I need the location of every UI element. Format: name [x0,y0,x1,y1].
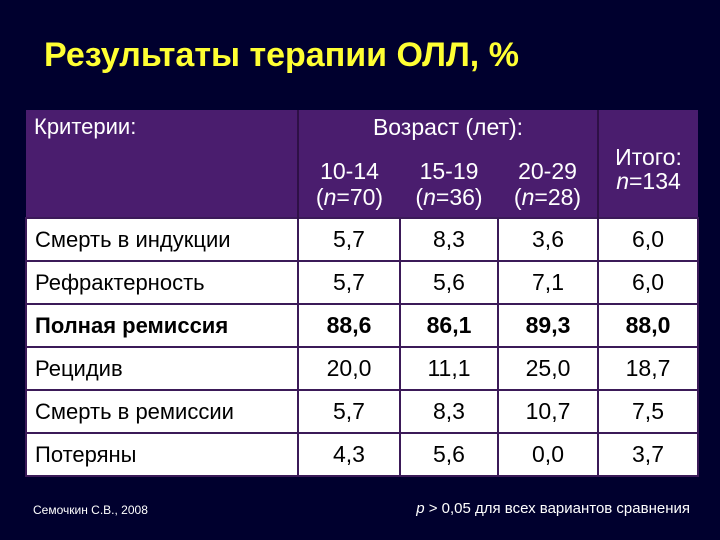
criterion: Полная ремиссия [25,303,299,348]
value-cell: 25,0 [496,346,600,391]
value-cell: 4,3 [297,432,401,477]
age-group: 10-14 (n=70) [298,158,400,218]
age-n: (n=36) [415,184,483,210]
table-row: Смерть в ремиссии 5,7 8,3 10,7 7,5 [25,389,700,434]
age-n: (n=70) [315,184,384,210]
age-range: 15-19 [419,158,479,184]
criterion: Смерть в индукции [25,217,299,262]
age-header: Возраст (лет): [298,110,599,158]
table-row: Рефрактерность 5,7 5,6 7,1 6,0 [25,260,700,305]
criterion: Потеряны [25,432,299,477]
slide-title: Результаты терапии ОЛЛ, % [44,36,519,74]
value-cell: 89,3 [496,303,600,348]
age-range: 10-14 [320,158,379,184]
table-row: Смерть в индукции 5,7 8,3 3,6 6,0 [25,217,700,262]
footnote: p > 0,05 для всех вариантов сравнения [416,500,690,517]
total-label: Итого: [615,143,682,170]
value-cell: 5,6 [399,260,499,305]
criterion: Смерть в ремиссии [25,389,299,434]
source: Семочкин С.В., 2008 [33,503,148,517]
age-group: 15-19 (n=36) [400,158,498,218]
criterion: Рефрактерность [25,260,299,305]
table-row: Полная ремиссия 88,6 86,1 89,3 88,0 [25,303,700,348]
value-cell: 0,0 [496,432,600,477]
value-cell: 5,7 [297,217,401,262]
value-cell: 7,1 [496,260,600,305]
value-cell: 7,5 [597,389,700,434]
value-cell: 3,6 [496,217,600,262]
age-range: 20-29 [518,158,577,184]
value-cell: 11,1 [399,346,499,391]
age-n: (n=28) [513,184,582,210]
table-row: Рецидив 20,0 11,1 25,0 18,7 [25,346,700,391]
results-table: Критерии: Возраст (лет): Итого: n=134 10… [25,110,700,477]
value-cell: 10,7 [496,389,600,434]
total-n: n=134 [616,167,681,194]
value-cell: 6,0 [597,217,700,262]
value-cell: 88,0 [597,303,700,348]
value-cell: 3,7 [597,432,700,477]
value-cell: 18,7 [597,346,700,391]
value-cell: 5,7 [297,389,401,434]
value-cell: 6,0 [597,260,700,305]
value-cell: 88,6 [297,303,401,348]
value-cell: 8,3 [399,217,499,262]
value-cell: 8,3 [399,389,499,434]
age-group: 20-29 (n=28) [498,158,599,218]
value-cell: 20,0 [297,346,401,391]
total-header: Итого: n=134 [597,110,699,218]
value-cell: 5,6 [399,432,499,477]
criterion: Рецидив [25,346,299,391]
value-cell: 86,1 [399,303,499,348]
table-row: Потеряны 4,3 5,6 0,0 3,7 [25,432,700,477]
criteria-header: Критерии: [26,110,299,218]
value-cell: 5,7 [297,260,401,305]
